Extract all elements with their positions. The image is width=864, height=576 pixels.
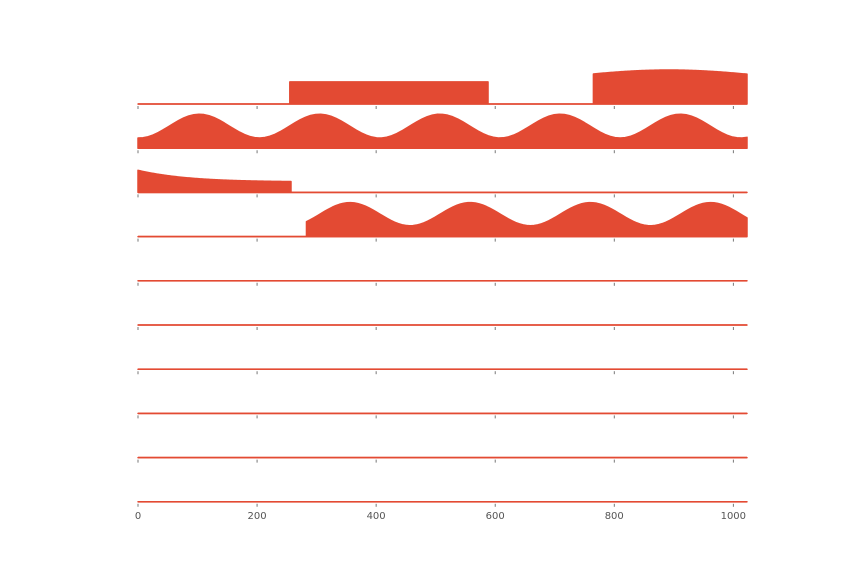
x-tick-label: 800 bbox=[605, 511, 624, 522]
panel-2 bbox=[137, 113, 748, 154]
x-tick-label: 0 bbox=[135, 511, 141, 522]
x-tick-label: 400 bbox=[367, 511, 386, 522]
panels-group bbox=[137, 69, 748, 507]
panel-3 bbox=[137, 169, 748, 198]
panel-10 bbox=[137, 500, 748, 507]
panel-8 bbox=[137, 412, 748, 419]
x-axis: 0 200 400 600 800 1000 bbox=[135, 511, 746, 522]
x-tick-label: 200 bbox=[248, 511, 267, 522]
x-tick-label: 600 bbox=[486, 511, 505, 522]
panel-3-area bbox=[137, 169, 748, 194]
panel-9 bbox=[137, 456, 748, 463]
panel-1-area bbox=[137, 69, 748, 105]
panel-2-area bbox=[137, 113, 748, 149]
panel-7 bbox=[137, 368, 748, 375]
panel-1 bbox=[137, 69, 748, 109]
panel-6 bbox=[137, 324, 748, 330]
panel-4-area bbox=[137, 201, 748, 238]
panel-5 bbox=[137, 279, 748, 286]
x-tick-label: 1000 bbox=[721, 511, 746, 522]
panel-4 bbox=[137, 201, 748, 242]
